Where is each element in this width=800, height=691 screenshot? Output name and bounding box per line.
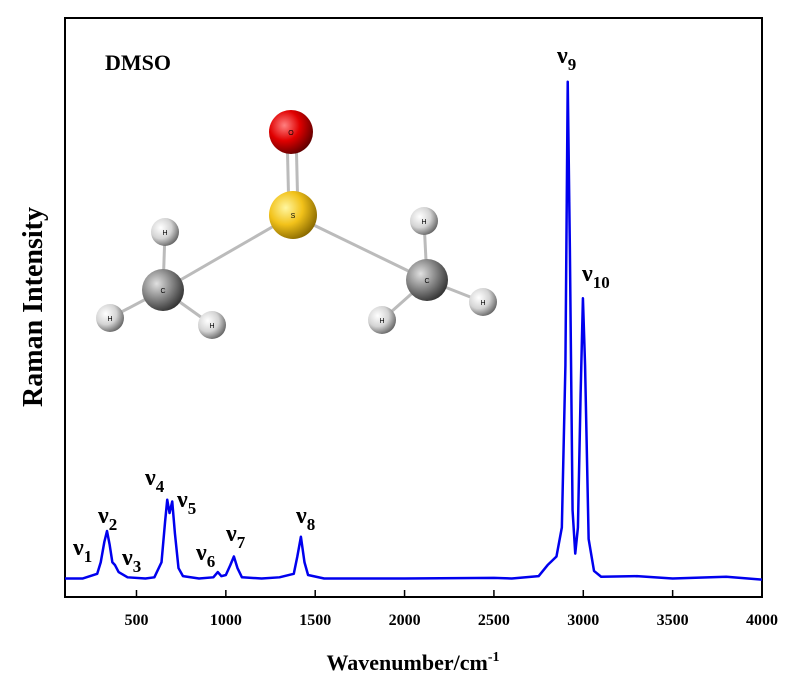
bond — [162, 213, 294, 292]
peak-label-symbol: ν — [556, 43, 568, 69]
peak-label-symbol: ν — [195, 540, 207, 566]
peak-label-symbol: ν — [97, 503, 109, 529]
atom — [368, 306, 396, 334]
peak-label: ν5 — [176, 487, 196, 518]
atom-label: H — [209, 323, 214, 330]
peak-label-sub: 8 — [307, 515, 316, 534]
peak-label: ν2 — [97, 503, 117, 534]
peak-label: ν4 — [144, 465, 165, 496]
plot-frame — [64, 17, 763, 598]
peak-label-sub: 10 — [593, 273, 610, 292]
atom-label: C — [424, 278, 429, 285]
atom-label: H — [421, 219, 426, 226]
atom — [469, 288, 497, 316]
atom-label: H — [162, 230, 167, 237]
peak-label-sub: 6 — [207, 552, 216, 571]
peak-label: ν3 — [121, 545, 141, 576]
bond — [292, 213, 428, 282]
peak-label-symbol: ν — [581, 261, 593, 287]
x-axis-label-text: Wavenumber/cm — [327, 650, 488, 675]
peak-label: ν10 — [581, 261, 610, 292]
atom-label: H — [379, 318, 384, 325]
x-tick-label: 2000 — [389, 612, 421, 629]
atom-label: O — [288, 130, 294, 137]
x-tick-label: 1500 — [299, 612, 331, 629]
x-axis-label: Wavenumber/cm-1 — [327, 650, 500, 675]
peak-label-symbol: ν — [121, 545, 133, 571]
peak-label-symbol: ν — [295, 503, 307, 529]
x-tick-label: 1000 — [210, 612, 242, 629]
x-tick-label: 2500 — [478, 612, 510, 629]
x-tick-label: 4000 — [746, 612, 778, 629]
x-tick-label: 3500 — [657, 612, 689, 629]
peak-label: ν6 — [195, 540, 215, 571]
atom — [151, 218, 179, 246]
spectrum-line — [65, 80, 763, 581]
atom-label: S — [291, 213, 296, 220]
peak-label-sub: 7 — [237, 533, 246, 552]
peak-label-sub: 5 — [188, 499, 197, 518]
y-axis-label: Raman Intensity — [18, 207, 49, 407]
peak-label: ν9 — [556, 43, 576, 74]
atom — [406, 259, 448, 301]
x-tick-label: 500 — [124, 612, 148, 629]
atom-label: H — [107, 316, 112, 323]
atom-label: H — [480, 300, 485, 307]
inset-label: DMSO — [105, 50, 171, 75]
peak-label: ν1 — [72, 535, 92, 566]
atom — [410, 207, 438, 235]
peak-label-symbol: ν — [176, 487, 188, 513]
peak-label-symbol: ν — [144, 465, 156, 491]
peak-label-symbol: ν — [225, 521, 237, 547]
atom — [96, 304, 124, 332]
peak-label: ν7 — [225, 521, 246, 552]
peak-label: ν8 — [295, 503, 315, 534]
x-tick-label: 3000 — [567, 612, 599, 629]
atom — [142, 269, 184, 311]
peak-label-sub: 4 — [156, 477, 165, 496]
molecule: O S C C H H H H H H — [96, 110, 497, 339]
x-axis-label-sup: -1 — [488, 650, 500, 665]
peak-label-sub: 9 — [568, 55, 577, 74]
peak-label-sub: 1 — [84, 547, 93, 566]
atom-label: C — [160, 288, 165, 295]
atom — [269, 191, 317, 239]
atom — [198, 311, 226, 339]
peak-label-sub: 2 — [109, 515, 118, 534]
peak-label-symbol: ν — [72, 535, 84, 561]
peak-label-sub: 3 — [133, 557, 142, 576]
atom — [269, 110, 313, 154]
